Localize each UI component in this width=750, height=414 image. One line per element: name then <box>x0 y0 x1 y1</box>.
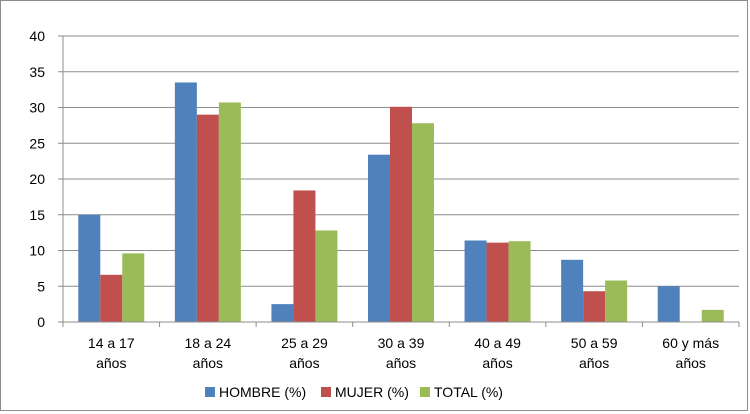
legend-label: HOMBRE (%) <box>219 384 306 400</box>
bar-hombre-5 <box>561 259 584 322</box>
category-label: 60 y más <box>662 335 719 351</box>
bar-mujer-2 <box>293 190 316 322</box>
bar-total-1 <box>218 102 241 323</box>
category-label: años <box>96 355 126 371</box>
bar-total-3 <box>412 123 434 322</box>
bar-total-4 <box>508 241 531 322</box>
y-tick-label: 25 <box>29 135 45 151</box>
bar-total-5 <box>605 280 628 322</box>
y-tick-label: 40 <box>29 28 45 44</box>
bar-hombre-3 <box>368 154 390 322</box>
y-tick-label: 15 <box>29 207 45 223</box>
bar-mujer-5 <box>583 291 606 322</box>
legend-swatch <box>420 387 430 397</box>
bar-hombre-6 <box>657 286 680 322</box>
bar-hombre-4 <box>464 240 487 322</box>
category-label: años <box>386 355 416 371</box>
axes <box>62 36 740 327</box>
legend-swatch <box>205 387 215 397</box>
y-tick-labels: 0 5 10 15 20 25 30 35 40 <box>29 28 45 330</box>
legend-swatch <box>321 387 331 397</box>
bar-total-2 <box>315 230 338 322</box>
category-label: 30 a 39 <box>378 335 425 351</box>
category-label: 25 a 29 <box>281 335 328 351</box>
category-label: 14 a 17 <box>88 335 135 351</box>
y-tick-label: 0 <box>37 314 45 330</box>
y-tick-label: 20 <box>29 171 45 187</box>
y-tick-label: 35 <box>29 64 45 80</box>
bar-hombre-1 <box>174 82 197 322</box>
bar-total-6 <box>701 309 724 322</box>
bar-mujer-0 <box>100 274 123 322</box>
category-label: años <box>193 355 223 371</box>
category-label: 18 a 24 <box>184 335 231 351</box>
bar-total-0 <box>122 253 145 322</box>
legend-label: TOTAL (%) <box>434 384 503 400</box>
y-tick-label: 10 <box>29 243 45 259</box>
bar-hombre-2 <box>271 304 294 322</box>
category-labels: 14 a 17 años 18 a 24 años 25 a 29 años 30 a 39… <box>88 335 719 371</box>
category-label: 40 a 49 <box>474 335 521 351</box>
category-label: años <box>676 355 706 371</box>
category-label: años <box>579 355 609 371</box>
legend-label: MUJER (%) <box>335 384 409 400</box>
bars <box>78 82 724 323</box>
bar-hombre-0 <box>78 214 101 322</box>
category-label: años <box>289 355 319 371</box>
y-tick-label: 30 <box>29 100 45 116</box>
bar-mujer-4 <box>486 242 509 322</box>
y-tick-label: 5 <box>37 278 45 294</box>
legend: HOMBRE (%) MUJER (%) TOTAL (%) <box>205 384 503 400</box>
bar-mujer-1 <box>196 114 219 323</box>
category-label: años <box>482 355 512 371</box>
bar-mujer-3 <box>390 106 412 322</box>
category-label: 50 a 59 <box>571 335 618 351</box>
